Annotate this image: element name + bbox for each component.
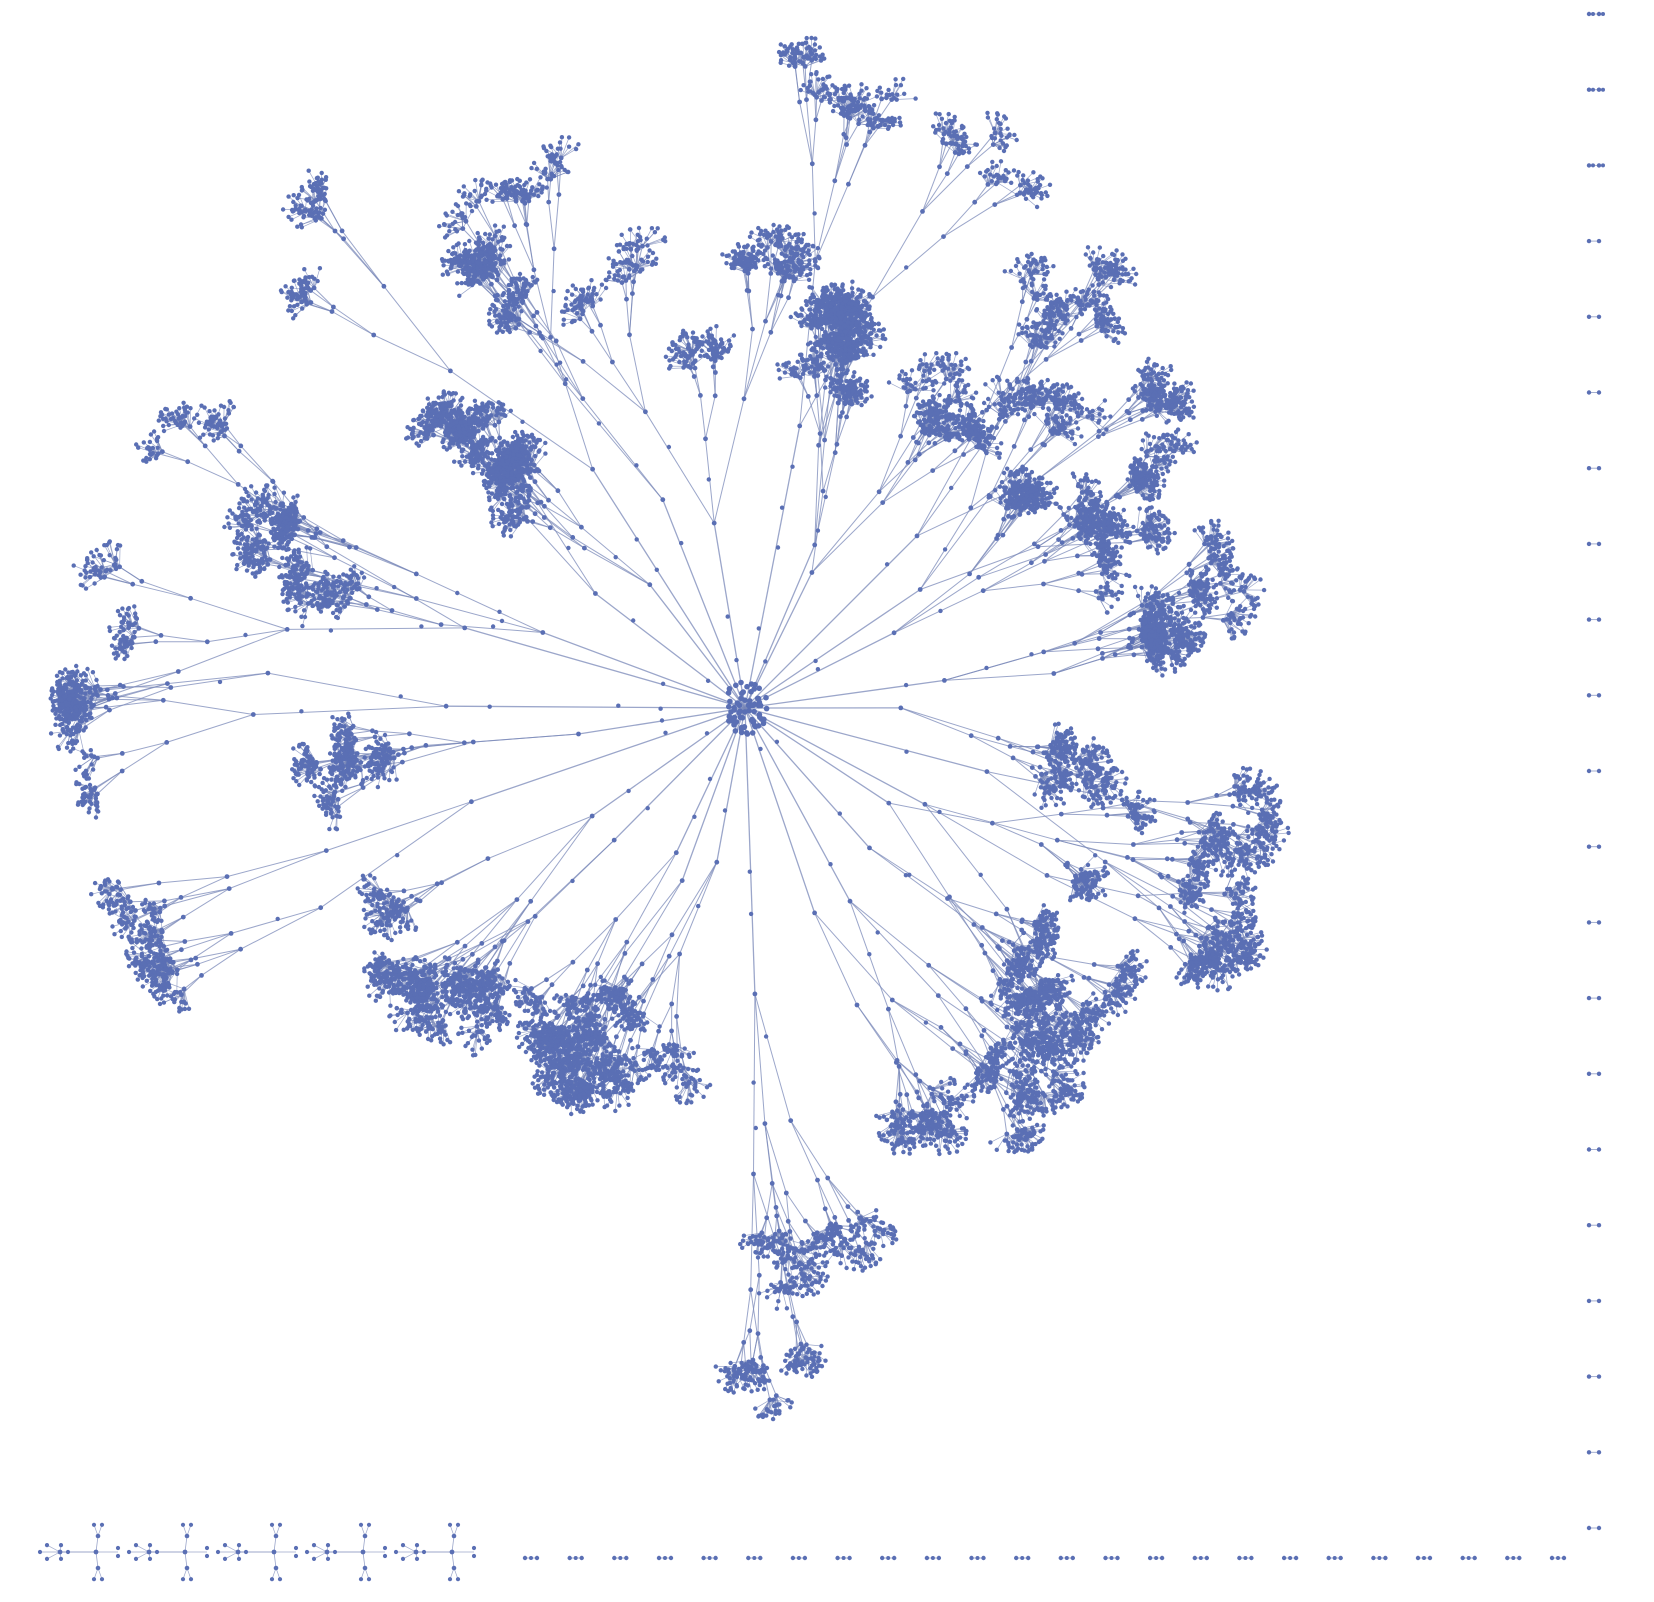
graph-edge: [745, 708, 925, 804]
graph-edge: [901, 708, 998, 738]
graph-edge: [786, 1193, 805, 1221]
graph-edge: [1171, 947, 1186, 964]
graph-edge: [644, 956, 670, 1014]
graph-edge: [745, 708, 755, 994]
graph-edge: [767, 1183, 773, 1217]
graph-edge: [625, 881, 682, 954]
graph-edge: [982, 945, 993, 970]
graph-edge: [828, 1178, 858, 1212]
graph-edge: [669, 862, 717, 956]
graph-edge: [892, 1000, 941, 1027]
graph-edge: [1105, 862, 1170, 907]
graph-edge: [996, 914, 1022, 930]
graph-edge: [901, 708, 971, 736]
graph-edge: [751, 1174, 754, 1290]
graph-edge: [775, 1216, 777, 1234]
graph-edge: [1041, 845, 1067, 864]
graph-edge: [677, 1016, 678, 1046]
graph-edge: [745, 708, 815, 913]
graph-edge: [925, 804, 1047, 875]
graph-edge: [966, 1009, 982, 1036]
graph-edge: [857, 1005, 897, 1060]
graph-edge: [1188, 803, 1233, 807]
graph-edge: [745, 708, 850, 901]
graph-edge: [991, 984, 999, 1003]
graph-edge: [897, 1060, 920, 1081]
graph-edge: [984, 1030, 996, 1045]
graph-edge: [925, 804, 1007, 909]
graph-edge: [758, 1334, 763, 1366]
graph-edge: [652, 1031, 659, 1049]
graph-edge: [870, 848, 974, 925]
graph-edge: [971, 736, 1013, 758]
graph-edge: [1061, 814, 1107, 815]
graph-edge: [828, 1178, 849, 1220]
graph-edge: [672, 862, 717, 935]
graph-edge: [1081, 855, 1095, 869]
graph-edge: [1013, 758, 1040, 767]
graph-edge: [627, 964, 643, 980]
graph-edge: [1133, 860, 1168, 877]
graph-edge: [745, 708, 987, 772]
graph-edge: [982, 1036, 989, 1054]
graph-edge: [1061, 808, 1103, 814]
graph-edge: [1081, 867, 1105, 869]
graph-edge: [850, 901, 938, 995]
graph-edge: [966, 1009, 984, 1031]
graph-edge: [828, 1178, 848, 1207]
graph-edge: [765, 1124, 772, 1184]
graph-edge: [632, 956, 669, 1013]
graph-edge: [948, 899, 982, 946]
graph-edge: [815, 913, 857, 1005]
graph-edge: [896, 1066, 899, 1101]
graph-edge: [1103, 804, 1124, 808]
graph-edge: [1057, 840, 1127, 857]
graph-edge: [938, 996, 1003, 1040]
graph-edge: [598, 920, 616, 964]
graph-edge: [796, 1322, 797, 1357]
graph-edge: [1188, 795, 1230, 803]
graph-edge: [992, 814, 1061, 823]
graph-edge: [631, 964, 642, 981]
graph-edge: [791, 1121, 818, 1181]
graph-edge: [1057, 840, 1133, 844]
graph-edge: [682, 708, 745, 881]
graph-edge: [765, 1124, 786, 1193]
graph-edge: [950, 897, 998, 947]
graph-edge: [616, 853, 677, 920]
graph-edge: [791, 1121, 828, 1178]
graph-edge: [889, 803, 950, 897]
graph-edge: [998, 738, 1049, 760]
